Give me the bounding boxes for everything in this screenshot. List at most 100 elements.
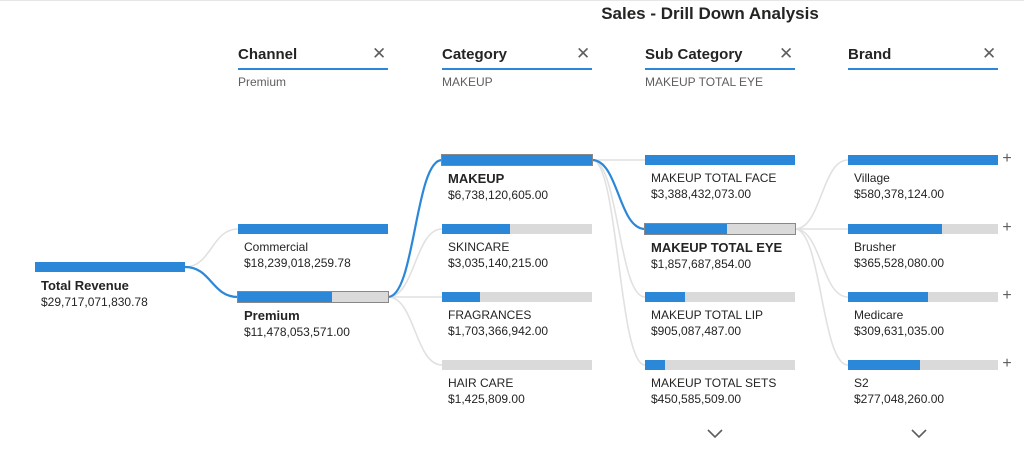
node-value: $29,717,071,830.78 <box>41 295 148 309</box>
level-underline <box>238 68 388 70</box>
bar-track <box>442 360 592 370</box>
tree-node-total-revenue[interactable]: Total Revenue $29,717,071,830.78 <box>35 262 185 309</box>
tree-node-hair-care[interactable]: HAIR CARE $1,425,809.00 <box>442 360 592 406</box>
connector-line <box>387 296 443 366</box>
node-label: FRAGRANCES <box>448 308 532 322</box>
close-icon[interactable]: ✕ <box>372 44 387 63</box>
connector-line <box>794 228 849 298</box>
connector-line <box>184 228 239 268</box>
bar-fill <box>442 292 480 302</box>
bar-fill <box>35 262 185 272</box>
node-value: $309,631,035.00 <box>854 324 945 338</box>
bar-track <box>442 224 592 234</box>
tree-node-premium[interactable]: Premium $11,478,053,571.00 <box>238 292 388 339</box>
bar-fill <box>848 292 929 302</box>
node-label: Commercial <box>244 240 309 254</box>
node-value: $6,738,120,605.00 <box>448 188 549 202</box>
bar-track <box>35 262 185 272</box>
plus-icon[interactable]: + <box>1002 287 1012 304</box>
tree-node-medicare[interactable]: Medicare $309,631,035.00 <box>848 292 998 338</box>
level-selection: Premium <box>238 75 287 89</box>
bar-fill <box>645 155 795 165</box>
bar-fill <box>848 360 920 370</box>
bar-fill <box>238 292 333 302</box>
tree-node-makeup-total-lip[interactable]: MAKEUP TOTAL LIP $905,087,487.00 <box>645 292 795 338</box>
level-name: Sub Category <box>645 46 743 63</box>
connector-line <box>591 159 646 366</box>
level-header-sub-category: Sub Category ✕ MAKEUP TOTAL EYE <box>645 44 795 89</box>
node-value: $365,528,080.00 <box>854 256 945 270</box>
close-icon[interactable]: ✕ <box>779 44 794 63</box>
node-label: SKINCARE <box>448 240 510 254</box>
tree-node-s2[interactable]: S2 $277,048,260.00 <box>848 360 998 406</box>
bar-fill <box>645 224 728 234</box>
connector-line <box>387 158 443 299</box>
bar-fill <box>645 360 665 370</box>
node-label: Premium <box>244 308 300 323</box>
bar-track <box>238 292 388 302</box>
node-value: $1,703,366,942.00 <box>448 324 549 338</box>
bar-fill <box>848 224 943 234</box>
level-underline <box>442 68 592 70</box>
node-value: $1,425,809.00 <box>448 392 525 406</box>
close-icon[interactable]: ✕ <box>982 44 997 63</box>
level-header-channel: Channel ✕ Premium <box>238 44 388 89</box>
level-underline <box>645 68 795 70</box>
bar-fill <box>848 155 998 165</box>
node-value: $580,378,124.00 <box>854 187 945 201</box>
bar-track <box>442 155 592 165</box>
tree-node-makeup-total-eye[interactable]: MAKEUP TOTAL EYE $1,857,687,854.00 <box>645 224 795 271</box>
tree-node-fragrances[interactable]: FRAGRANCES $1,703,366,942.00 <box>442 292 592 338</box>
bar-track <box>238 224 388 234</box>
chevron-down-icon[interactable] <box>910 427 928 439</box>
connector-line <box>794 228 849 366</box>
tree-node-makeup-total-face[interactable]: MAKEUP TOTAL FACE $3,388,432,073.00 <box>645 155 795 201</box>
tree-node-commercial[interactable]: Commercial $18,239,018,259.78 <box>238 224 388 270</box>
connector-line <box>387 228 443 298</box>
bar-track <box>848 224 998 234</box>
node-value: $3,035,140,215.00 <box>448 256 549 270</box>
level-name: Category <box>442 46 508 63</box>
node-label: HAIR CARE <box>448 376 514 390</box>
chevron-down-icon[interactable] <box>706 427 724 439</box>
level-selection: MAKEUP TOTAL EYE <box>645 75 764 89</box>
plus-icon[interactable]: + <box>1002 355 1012 372</box>
node-label: Village <box>854 171 890 185</box>
node-value: $3,388,432,073.00 <box>651 187 752 201</box>
level-name: Channel <box>238 46 298 63</box>
bar-track <box>848 360 998 370</box>
bar-track <box>848 155 998 165</box>
node-label: MAKEUP TOTAL SETS <box>651 376 777 390</box>
level-header-category: Category ✕ MAKEUP <box>442 44 592 89</box>
tree-node-makeup-total-sets[interactable]: MAKEUP TOTAL SETS $450,585,509.00 <box>645 360 795 406</box>
bar-fill <box>645 292 686 302</box>
tree-node-skincare[interactable]: SKINCARE $3,035,140,215.00 <box>442 224 592 270</box>
bar-track <box>442 292 592 302</box>
level-header-brand: Brand ✕ <box>848 44 998 75</box>
tree-node-village[interactable]: Village $580,378,124.00 <box>848 155 998 201</box>
chart-title: Sales - Drill Down Analysis <box>601 4 819 23</box>
close-icon[interactable]: ✕ <box>576 44 591 63</box>
bar-track <box>645 155 795 165</box>
node-value: $18,239,018,259.78 <box>244 256 351 270</box>
node-label: Total Revenue <box>41 278 129 293</box>
connector-line <box>794 159 849 230</box>
node-label: MAKEUP TOTAL LIP <box>651 308 764 322</box>
node-label: Brusher <box>854 240 897 254</box>
plus-icon[interactable]: + <box>1002 219 1012 236</box>
node-value: $11,478,053,571.00 <box>244 325 350 339</box>
tree-node-brusher[interactable]: Brusher $365,528,080.00 <box>848 224 998 270</box>
bar-fill <box>442 224 510 234</box>
level-name: Brand <box>848 46 892 63</box>
node-value: $1,857,687,854.00 <box>651 257 752 271</box>
level-underline <box>848 68 998 70</box>
node-value: $450,585,509.00 <box>651 392 742 406</box>
bar-fill <box>238 224 388 234</box>
node-label: MAKEUP <box>448 171 505 186</box>
node-label: MAKEUP TOTAL FACE <box>651 171 777 185</box>
plus-icon[interactable]: + <box>1002 150 1012 167</box>
tree-node-makeup[interactable]: MAKEUP $6,738,120,605.00 <box>442 155 592 202</box>
connector-line <box>591 159 646 298</box>
bar-track <box>848 292 998 302</box>
